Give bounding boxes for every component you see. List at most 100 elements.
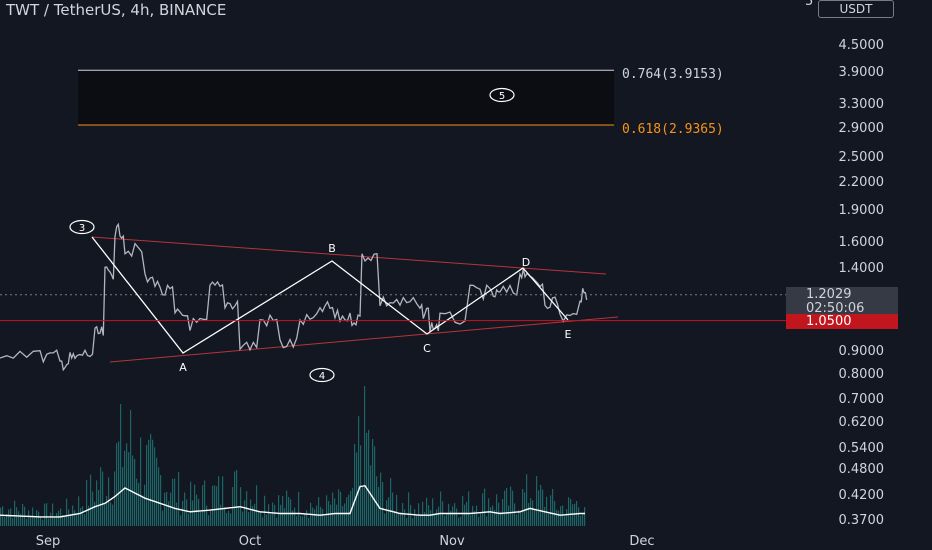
volume-bar [434,514,436,526]
volume-bar [54,517,56,526]
volume-bar [562,505,564,526]
volume-bar [204,480,206,526]
volume-bar [226,513,228,526]
time-axis[interactable]: Sep Oct Nov Dec [36,534,655,549]
price-tick: 1.9000 [839,203,885,218]
volume-bar [454,503,456,526]
triangle-trendlines[interactable] [91,236,619,363]
volume-bar [176,502,178,526]
volume-bar [186,499,188,526]
volume-bar [518,509,520,526]
volume-bar [138,483,140,526]
volume-bar [244,500,246,526]
elliott-wave-lines[interactable]: A B C D E 3 4 [69,219,572,383]
price-tick: 2.9000 [839,121,885,136]
price-tick: 0.7000 [839,392,885,407]
volume-bar [578,507,580,526]
volume-bar [302,516,304,526]
volume-bar [166,491,168,526]
volume-bar [370,465,372,526]
volume-bar [472,505,474,526]
volume-bar [28,510,30,526]
volume-bar [190,481,192,526]
wave-5-label: 5 [499,91,505,102]
volume-bar [142,495,144,526]
price-axis[interactable]: 4.5000 3.9000 3.3000 2.9000 2.5000 2.2000 1.90… [839,38,885,528]
time-label-oct: Oct [239,534,261,549]
volume-bar [212,485,214,526]
wave-4-circle [309,367,335,383]
volume-bar [560,506,562,526]
volume-bar [346,497,348,526]
price-tick: 0.3700 [839,513,885,528]
horizontal-line-price-tag: 1.0500 [786,314,898,329]
volume-bar [534,508,536,526]
volume-bar [506,487,508,526]
volume-bar [20,514,22,526]
volume-bar [178,471,180,526]
volume-bar [490,507,492,526]
volume-bar [450,510,452,526]
volume-bar [206,505,208,526]
volume-bar [112,504,114,526]
volume-bar [446,513,448,526]
volume-bar [498,502,500,526]
volume-bar [174,478,176,526]
volume-bar [444,515,446,526]
volume-bar [400,512,402,526]
volume-bar [38,511,40,526]
volume-bar [402,502,404,526]
volume-bar [558,510,560,526]
volume-bar [326,495,328,526]
volume-bar [332,492,334,526]
volume-average-line [0,484,585,518]
volume-bar [146,444,148,526]
volume-bar [156,457,158,526]
volume-bar [452,506,454,526]
volume-bar [436,509,438,526]
wave-path [91,236,569,354]
wave-label-b: B [328,242,336,255]
volume-bar [584,507,586,526]
last-price-value: 1.2029 [806,287,852,302]
volume-bar [392,492,394,526]
volume-bar [412,518,414,526]
volume-bar [324,516,326,526]
volume-bar [404,509,406,526]
volume-bar [172,478,174,526]
volume-bar [208,515,210,526]
volume-bar [474,511,476,526]
fibonacci-extension-zone[interactable]: 5 [78,69,614,126]
volume-bar [322,508,324,526]
volume-bar [88,505,90,526]
volume-bar [164,492,166,526]
price-tick: 3.3000 [839,97,885,112]
volume-bar [184,492,186,526]
volume-bar [334,498,336,526]
volume-bar [130,410,132,526]
volume-bar [144,484,146,526]
volume-bar [118,441,120,526]
volume-bar [8,509,10,526]
currency-unit-button[interactable]: USDT [818,0,894,18]
volume-bar [152,439,154,526]
volume-bar [480,513,482,526]
volume-bar [62,515,64,526]
volume-bar [132,455,134,526]
price-tick: 3.9000 [839,65,885,80]
volume-bar [276,517,278,526]
volume-bar [106,495,108,526]
volume-bar [70,513,72,526]
price-tick: 0.4200 [839,488,885,503]
volume-bar [96,480,98,526]
volume-bar [256,485,258,526]
volume-bar [318,497,320,526]
wave-3-label: 3 [79,223,85,234]
volume-bar [214,485,216,526]
volume-bar [42,519,44,526]
volume-bar [242,511,244,526]
price-tick: 4.5000 [839,38,885,53]
volume-bar [10,508,12,526]
volume-bar [366,432,368,526]
